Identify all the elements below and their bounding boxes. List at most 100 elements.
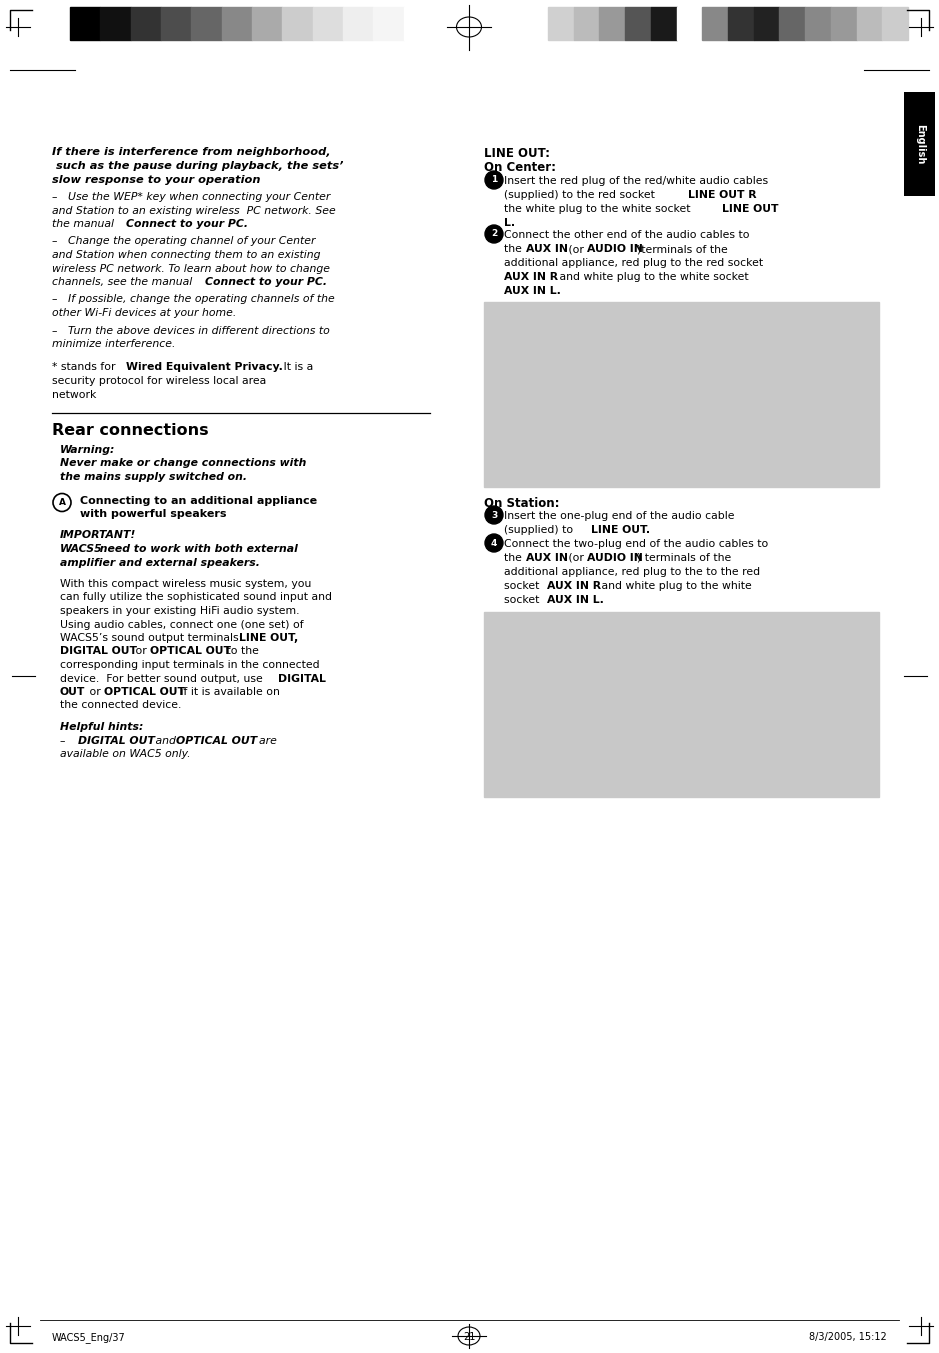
- Text: English: English: [915, 124, 925, 164]
- Text: 3: 3: [491, 510, 497, 520]
- Text: amplifier and external speakers.: amplifier and external speakers.: [60, 557, 260, 567]
- Bar: [100, 7, 131, 41]
- Bar: [484, 612, 879, 797]
- Text: device.  For better sound output, use: device. For better sound output, use: [60, 674, 267, 683]
- Bar: [625, 7, 651, 41]
- Bar: [252, 7, 283, 41]
- Circle shape: [485, 170, 503, 189]
- Text: and white plug to the white socket: and white plug to the white socket: [556, 272, 748, 281]
- Text: Insert the red plug of the red/white audio cables: Insert the red plug of the red/white aud…: [504, 176, 768, 185]
- Text: to the: to the: [223, 647, 259, 656]
- Text: )terminals of the: )terminals of the: [637, 244, 728, 254]
- Bar: [651, 7, 677, 41]
- Bar: [779, 7, 805, 41]
- Text: OPTICAL OUT: OPTICAL OUT: [104, 687, 185, 697]
- Text: OPTICAL OUT: OPTICAL OUT: [150, 647, 231, 656]
- Text: With this compact wireless music system, you: With this compact wireless music system,…: [60, 579, 312, 589]
- Text: –   Change the operating channel of your Center: – Change the operating channel of your C…: [52, 237, 316, 246]
- Bar: [192, 7, 222, 41]
- Bar: [404, 7, 434, 41]
- Text: (supplied) to: (supplied) to: [504, 525, 577, 534]
- Text: need to work with both external: need to work with both external: [96, 544, 298, 553]
- Text: Insert the one-plug end of the audio cable: Insert the one-plug end of the audio cab…: [504, 511, 734, 521]
- Bar: [574, 7, 599, 41]
- Text: Connect the other end of the audio cables to: Connect the other end of the audio cable…: [504, 230, 749, 239]
- Text: slow response to your operation: slow response to your operation: [52, 175, 260, 185]
- Bar: [161, 7, 192, 41]
- Text: (or: (or: [565, 244, 588, 254]
- Text: network: network: [52, 390, 97, 399]
- Text: AUX IN L.: AUX IN L.: [547, 595, 604, 605]
- Text: Using audio cables, connect one (one set) of: Using audio cables, connect one (one set…: [60, 620, 303, 629]
- Text: are: are: [252, 736, 277, 746]
- Bar: [856, 7, 883, 41]
- Text: AUX IN R: AUX IN R: [547, 580, 601, 591]
- Text: Connecting to an additional appliance: Connecting to an additional appliance: [80, 495, 317, 506]
- Text: OUT: OUT: [60, 687, 85, 697]
- Text: Rear connections: Rear connections: [52, 423, 208, 438]
- Bar: [883, 7, 908, 41]
- Text: (supplied) to the red socket: (supplied) to the red socket: [504, 189, 658, 200]
- Text: Helpful hints:: Helpful hints:: [60, 723, 144, 732]
- Text: WACS5’s sound output terminals:: WACS5’s sound output terminals:: [60, 633, 246, 643]
- Text: If there is interference from neighborhood,: If there is interference from neighborho…: [52, 147, 331, 157]
- Bar: [283, 7, 313, 41]
- Text: channels, see the manual: channels, see the manual: [52, 277, 195, 287]
- Bar: [805, 7, 831, 41]
- Bar: [70, 7, 100, 41]
- Text: additional appliance, red plug to the red socket: additional appliance, red plug to the re…: [504, 258, 763, 268]
- Text: 1: 1: [491, 176, 497, 184]
- Bar: [313, 7, 343, 41]
- Bar: [677, 7, 702, 41]
- Text: L.: L.: [504, 218, 516, 229]
- Text: minimize interference.: minimize interference.: [52, 340, 176, 349]
- Text: WACS5: WACS5: [60, 544, 102, 553]
- Text: AUX IN R: AUX IN R: [504, 272, 558, 281]
- Text: OPTICAL OUT: OPTICAL OUT: [176, 736, 257, 746]
- Text: Wired Equivalent Privacy.: Wired Equivalent Privacy.: [126, 363, 283, 372]
- Text: On Center:: On Center:: [484, 161, 556, 175]
- Bar: [343, 7, 374, 41]
- Text: the manual: the manual: [52, 219, 117, 229]
- Text: AUDIO IN: AUDIO IN: [587, 553, 643, 563]
- Text: the mains supply switched on.: the mains supply switched on.: [60, 472, 247, 482]
- Bar: [548, 7, 574, 41]
- Bar: [702, 7, 728, 41]
- Text: (or: (or: [565, 553, 588, 563]
- Text: the: the: [504, 244, 526, 254]
- Text: the white plug to the white socket: the white plug to the white socket: [504, 204, 694, 214]
- Text: LINE OUT.: LINE OUT.: [591, 525, 650, 534]
- Bar: [728, 7, 754, 41]
- Text: other Wi-Fi devices at your home.: other Wi-Fi devices at your home.: [52, 308, 237, 318]
- Text: WACS5_Eng/37: WACS5_Eng/37: [52, 1331, 126, 1344]
- Bar: [484, 302, 879, 487]
- Text: security protocol for wireless local area: security protocol for wireless local are…: [52, 376, 267, 386]
- Bar: [222, 7, 252, 41]
- Text: additional appliance, red plug to the to the red: additional appliance, red plug to the to…: [504, 567, 761, 576]
- Text: LINE OUT: LINE OUT: [722, 204, 778, 214]
- Bar: [131, 7, 161, 41]
- Text: or: or: [86, 687, 104, 697]
- Text: and white plug to the white: and white plug to the white: [598, 580, 752, 591]
- Text: Connect to your PC.: Connect to your PC.: [126, 219, 248, 229]
- Bar: [599, 7, 625, 41]
- Text: DIGITAL OUT: DIGITAL OUT: [60, 647, 137, 656]
- Text: IMPORTANT!: IMPORTANT!: [60, 530, 136, 540]
- Circle shape: [485, 225, 503, 244]
- Text: DIGITAL: DIGITAL: [278, 674, 326, 683]
- Text: AUX IN L.: AUX IN L.: [504, 285, 561, 296]
- Bar: [831, 7, 856, 41]
- Text: AUDIO IN: AUDIO IN: [587, 244, 643, 254]
- Bar: [374, 7, 404, 41]
- Text: wireless PC network. To learn about how to change: wireless PC network. To learn about how …: [52, 264, 330, 273]
- Text: It is a: It is a: [280, 363, 314, 372]
- Text: –   Turn the above devices in different directions to: – Turn the above devices in different di…: [52, 326, 330, 336]
- FancyBboxPatch shape: [902, 87, 937, 202]
- Text: Warning:: Warning:: [60, 445, 115, 455]
- Text: corresponding input terminals in the connected: corresponding input terminals in the con…: [60, 660, 319, 670]
- Text: AUX IN: AUX IN: [526, 244, 568, 254]
- Text: available on WAC5 only.: available on WAC5 only.: [60, 750, 191, 759]
- Text: the: the: [504, 553, 526, 563]
- Bar: [754, 7, 779, 41]
- Text: if it is available on: if it is available on: [177, 687, 280, 697]
